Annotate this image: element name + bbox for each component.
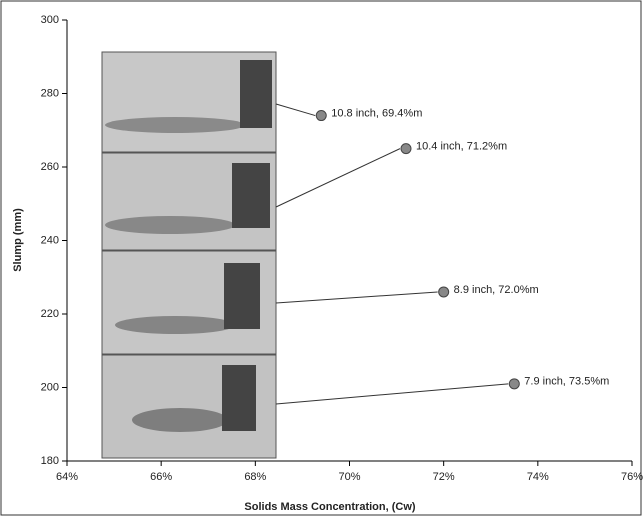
cone [222,365,256,431]
y-tick-label: 200 [41,381,59,393]
point [401,144,411,154]
photos [102,52,276,458]
point [316,111,326,121]
point [509,379,519,389]
point-label: 10.8 inch, 69.4%m [331,107,422,119]
cone [224,263,260,329]
x-tick-label: 76% [621,471,643,483]
x-axis-title: Solids Mass Concentration, (Cw) [244,501,415,513]
slump-pat [132,408,228,432]
cone [240,60,272,128]
point [439,287,449,297]
x-tick-label: 68% [244,471,266,483]
x-tick-label: 70% [338,471,360,483]
cone [232,163,270,228]
y-tick-label: 260 [41,161,59,173]
x-tick-label: 74% [527,471,549,483]
y-tick-label: 220 [41,308,59,320]
slump-pat [105,216,235,234]
frame [1,1,641,515]
x-tick-label: 64% [56,471,78,483]
point-label: 10.4 inch, 71.2%m [416,141,507,153]
chart: Solids Mass Concentration, (Cw) Slump (m… [0,0,644,518]
y-tick-label: 300 [41,14,59,26]
point-label: 7.9 inch, 73.5%m [524,376,609,388]
y-axis-title: Slump (mm) [12,208,24,272]
point-label: 8.9 inch, 72.0%m [454,284,539,296]
slump-pat [115,316,235,334]
y-tick-label: 180 [41,455,59,467]
x-tick-label: 66% [150,471,172,483]
y-tick-label: 240 [41,234,59,246]
x-tick-label: 72% [433,471,455,483]
y-tick-label: 280 [41,87,59,99]
slump-pat [105,117,245,133]
